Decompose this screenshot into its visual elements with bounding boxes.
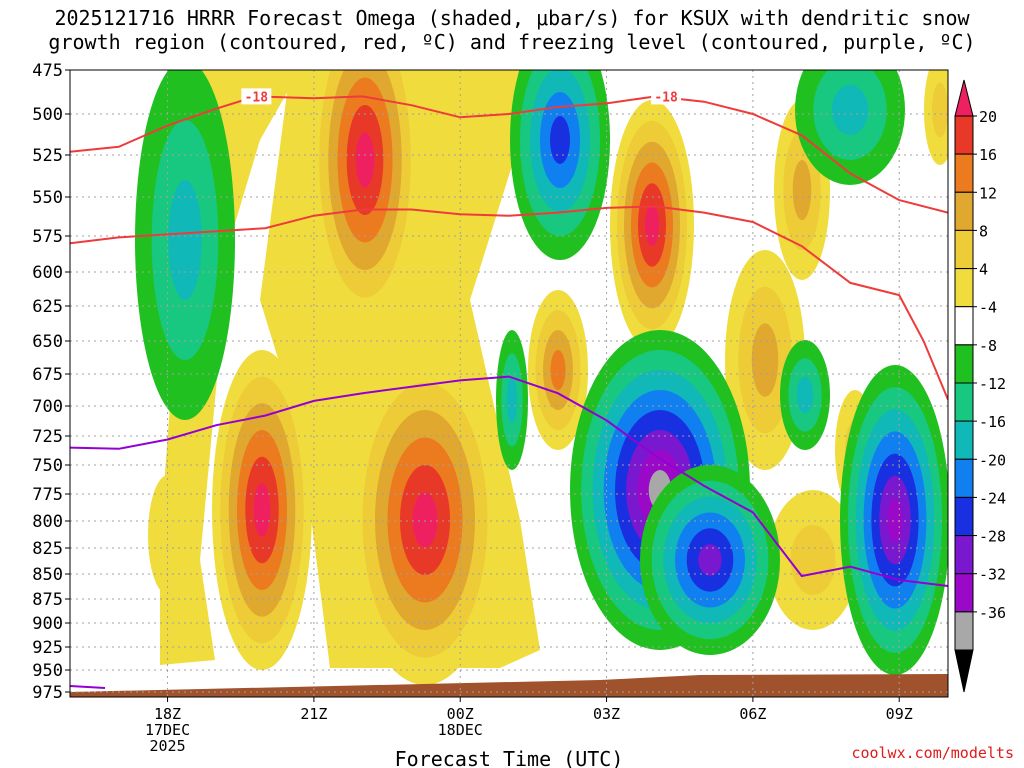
x-tick-date-1: 17DEC — [145, 721, 190, 739]
colorbar-label-14: -36 — [979, 604, 1006, 622]
y-tick-label-550: 550 — [32, 188, 63, 208]
omega-negative-core-f-band-3 — [831, 85, 869, 135]
omega-positive-core-a-band-6 — [355, 132, 375, 188]
colorbar-label-12: -28 — [979, 528, 1006, 546]
colorbar-swatch-8 — [954, 382, 974, 422]
omega-negative-core-g-band-3 — [506, 376, 518, 424]
omega-positive-core-d-band-6 — [645, 204, 659, 246]
credit-link[interactable]: coolwx.com/modelts — [851, 744, 1014, 762]
dgz-contour-label-2: -18 — [654, 90, 678, 105]
colorbar-swatch-11 — [954, 496, 974, 536]
y-tick-label-575: 575 — [32, 227, 63, 247]
omega-field — [70, 70, 948, 697]
freezing-level-contour — [70, 375, 948, 587]
colorbar-label-3: 12 — [979, 184, 997, 202]
x-axis-label: Forecast Time (UTC) — [395, 747, 624, 768]
omega-positive-core-f-band-3 — [792, 160, 812, 220]
y-tick-label-675: 675 — [32, 365, 63, 385]
x-tick-label-3: 00Z — [447, 705, 474, 723]
x-tick-label-1: 18Z — [154, 705, 181, 723]
y-tick-label-850: 850 — [32, 565, 63, 585]
y-tick-label-725: 725 — [32, 427, 63, 447]
colorbar-swatch-5 — [954, 268, 974, 308]
omega-positive-core-g-band-2 — [790, 525, 836, 595]
colorbar-label-5: 4 — [979, 261, 988, 279]
omega-positive-core-j-band-2 — [932, 82, 948, 138]
colorbar: 20 16 12 8 4 -4 -8 -12 -16 -20 -24 -28 -32 -36 — [954, 79, 1006, 693]
colorbar-swatch-13 — [954, 573, 974, 613]
dgz-top-contour — [70, 95, 948, 214]
y-tick-label-800: 800 — [32, 512, 63, 532]
colorbar-top-arrow — [954, 79, 974, 117]
chart-title: 2025121716 HRRR Forecast Omega (shaded, … — [0, 6, 1024, 54]
x-tick-year-1: 2025 — [149, 737, 185, 755]
y-tick-label-650: 650 — [32, 332, 63, 352]
omega-negative-core-d-band-6 — [698, 544, 722, 576]
colorbar-label-2: 16 — [979, 146, 997, 164]
colorbar-bottom-arrow — [954, 649, 974, 693]
omega-positive-core-c-band-6 — [253, 483, 271, 537]
omega-positive-core-i-band-3 — [751, 323, 779, 397]
x-tick-label-4: 03Z — [593, 705, 620, 723]
y-tick-label-525: 525 — [32, 146, 63, 166]
axes: 475 500 525 550 575 600 625 650 675 700 725 750 775 8… — [32, 61, 949, 755]
y-tick-label-600: 600 — [32, 263, 63, 283]
grid-lines — [70, 69, 948, 697]
colorbar-swatch-7 — [954, 344, 974, 384]
plot-frame — [69, 69, 949, 698]
terrain-ground — [70, 674, 948, 697]
y-tick-label-825: 825 — [32, 539, 63, 559]
omega-positive-core-e-band-4 — [550, 350, 566, 390]
colorbar-label-1: 20 — [979, 108, 997, 126]
dgz-label-bg-2 — [651, 88, 682, 105]
colorbar-swatch-6 — [954, 306, 974, 346]
colorbar-label-6: -4 — [979, 299, 997, 317]
omega-negative-core-h-band-3 — [796, 376, 814, 414]
colorbar-swatch-9 — [954, 420, 974, 460]
omega-positive-core-b-band-6 — [412, 492, 438, 548]
omega-negative-core-a-band-3 — [168, 180, 202, 300]
colorbar-label-10: -20 — [979, 451, 1006, 469]
colorbar-swatch-12 — [954, 535, 974, 575]
omega-negative-core-b-band-5 — [550, 116, 570, 164]
dgz-label-bg-1 — [241, 88, 272, 105]
colorbar-label-8: -12 — [979, 375, 1006, 393]
colorbar-swatch-1 — [954, 115, 974, 155]
x-tick-date-3: 18DEC — [438, 721, 483, 739]
y-tick-label-950: 950 — [32, 661, 63, 681]
x-tick-label-6: 09Z — [886, 705, 913, 723]
colorbar-label-7: -8 — [979, 337, 997, 355]
y-tick-label-975: 975 — [32, 683, 63, 703]
y-tick-label-500: 500 — [32, 105, 63, 125]
colorbar-swatch-3 — [954, 191, 974, 231]
y-tick-label-475: 475 — [32, 61, 63, 81]
colorbar-label-9: -16 — [979, 413, 1006, 431]
freezing-level-contour-stub — [70, 685, 106, 689]
y-tick-label-925: 925 — [32, 638, 63, 658]
x-tick-label-2: 21Z — [300, 705, 327, 723]
chart-title-line1: 2025121716 HRRR Forecast Omega (shaded, … — [54, 6, 970, 30]
colorbar-swatch-2 — [954, 153, 974, 193]
colorbar-swatch-10 — [954, 458, 974, 498]
dgz-contour-label-1: -18 — [245, 90, 269, 105]
omega-positive-core-h-band-1 — [148, 475, 188, 595]
y-tick-label-700: 700 — [32, 397, 63, 417]
contour-lines: -18 -18 — [70, 88, 948, 689]
y-tick-label-625: 625 — [32, 297, 63, 317]
colorbar-swatch-14 — [954, 611, 974, 651]
y-tick-label-900: 900 — [32, 614, 63, 634]
colorbar-label-4: 8 — [979, 222, 988, 240]
colorbar-label-13: -32 — [979, 566, 1006, 584]
omega-negative-core-e-band-7 — [887, 497, 903, 543]
y-tick-label-875: 875 — [32, 590, 63, 610]
chart-title-line2: growth region (contoured, red, ºC) and f… — [48, 30, 976, 54]
colorbar-label-11: -24 — [979, 489, 1006, 507]
colorbar-swatch-4 — [954, 229, 974, 269]
x-tick-label-5: 06Z — [739, 705, 766, 723]
dgz-bottom-contour — [70, 205, 948, 400]
y-tick-label-775: 775 — [32, 485, 63, 505]
y-tick-label-750: 750 — [32, 456, 63, 476]
